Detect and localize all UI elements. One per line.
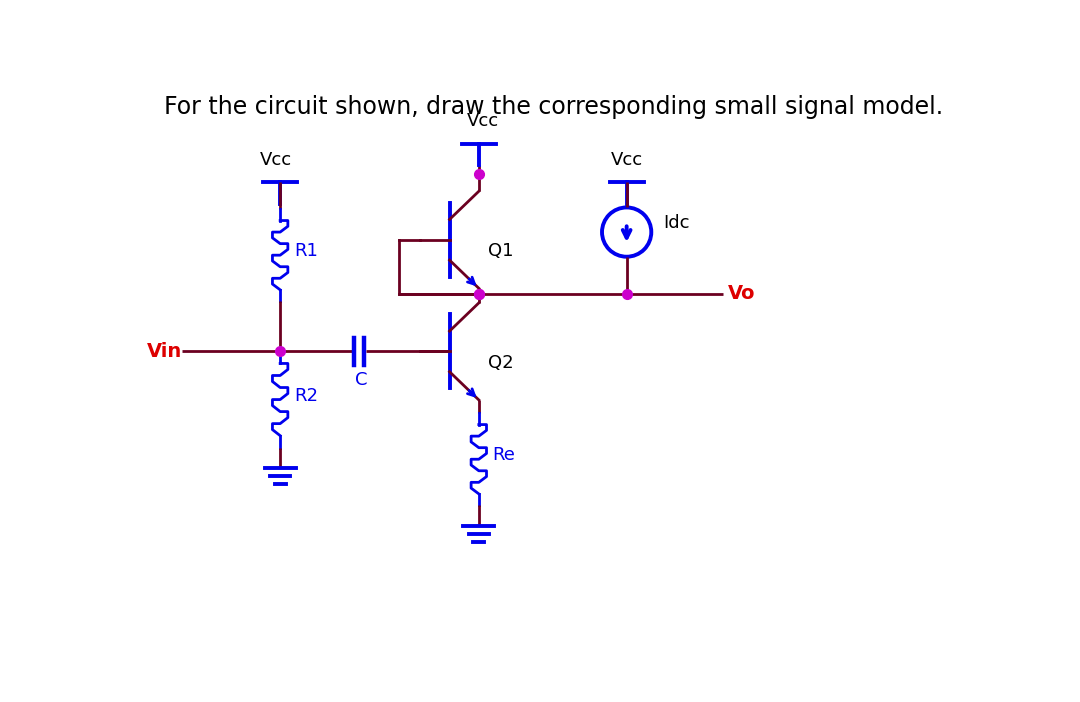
Text: Re: Re: [492, 446, 515, 465]
Text: Q1: Q1: [488, 242, 514, 260]
Text: Vcc: Vcc: [610, 151, 643, 169]
Text: Idc: Idc: [663, 214, 689, 232]
Text: For the circuit shown, draw the corresponding small signal model.: For the circuit shown, draw the correspo…: [164, 95, 943, 119]
Text: C: C: [354, 371, 367, 390]
Text: R2: R2: [294, 387, 318, 405]
Text: Vcc: Vcc: [467, 112, 499, 131]
Text: Vin: Vin: [147, 342, 183, 361]
Text: R1: R1: [294, 242, 318, 260]
Text: Vo: Vo: [728, 284, 756, 303]
Text: Vcc: Vcc: [260, 151, 293, 169]
Text: Q2: Q2: [488, 354, 514, 372]
